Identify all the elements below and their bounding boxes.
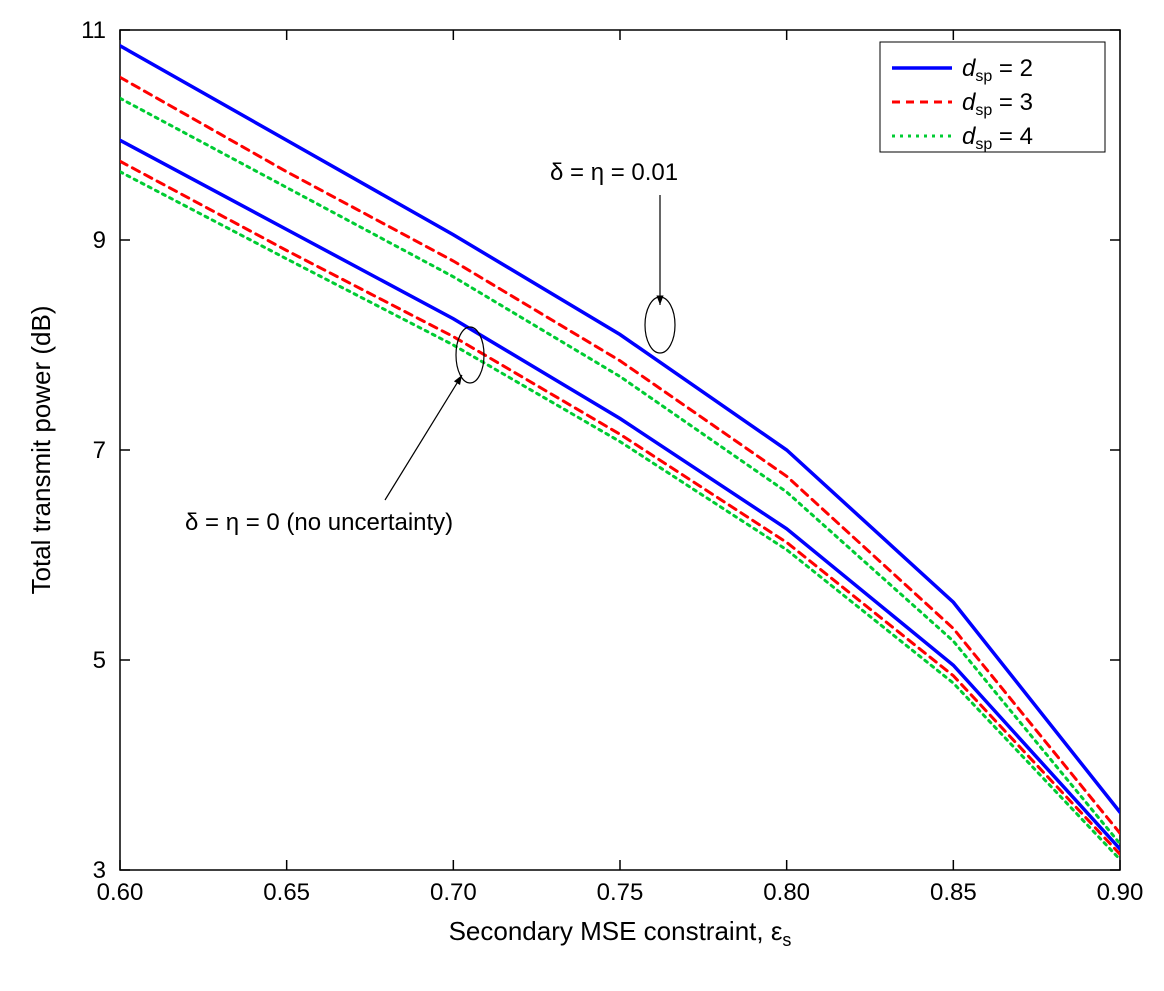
y-tick-label: 7 bbox=[93, 437, 106, 464]
y-tick-label: 5 bbox=[93, 647, 106, 674]
x-tick-label: 0.75 bbox=[597, 879, 644, 906]
y-axis-label: Total transmit power (dB) bbox=[26, 306, 56, 595]
y-tick-label: 11 bbox=[81, 17, 106, 44]
x-tick-label: 0.85 bbox=[930, 879, 977, 906]
y-tick-label: 3 bbox=[93, 857, 106, 884]
x-tick-label: 0.70 bbox=[430, 879, 477, 906]
annotation-text: δ = η = 0 (no uncertainty) bbox=[185, 509, 453, 536]
line-chart: 0.600.650.700.750.800.850.90357911Second… bbox=[0, 0, 1164, 991]
x-tick-label: 0.80 bbox=[763, 879, 810, 906]
annotation-text: δ = η = 0.01 bbox=[550, 159, 678, 186]
x-tick-label: 0.90 bbox=[1097, 879, 1144, 906]
legend-label: dsp = 4 bbox=[962, 123, 1033, 153]
y-tick-label: 9 bbox=[93, 227, 106, 254]
chart-container: 0.600.650.700.750.800.850.90357911Second… bbox=[0, 0, 1164, 991]
legend-label: dsp = 3 bbox=[962, 89, 1033, 119]
x-axis-label: Secondary MSE constraint, εs bbox=[449, 916, 792, 950]
x-tick-label: 0.65 bbox=[263, 879, 310, 906]
legend-label: dsp = 2 bbox=[962, 55, 1033, 85]
